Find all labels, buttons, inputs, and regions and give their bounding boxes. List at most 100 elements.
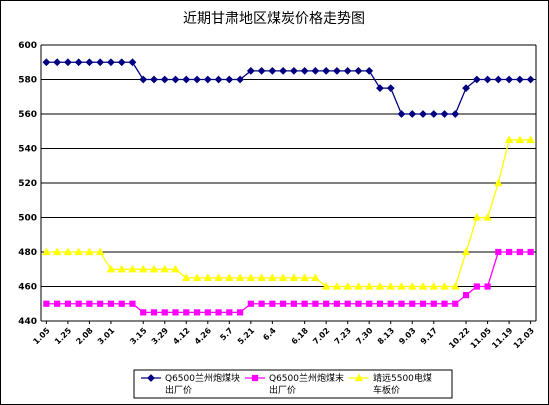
x-tick-label: 5.21	[236, 326, 257, 347]
data-point	[160, 75, 169, 84]
data-point	[117, 58, 126, 67]
legend-marker	[147, 374, 155, 382]
x-tick-label: 1.05	[31, 326, 52, 347]
data-point	[106, 264, 116, 273]
data-point	[419, 300, 427, 307]
data-point	[343, 282, 352, 290]
data-point	[193, 75, 201, 84]
data-point	[95, 247, 105, 256]
data-point	[64, 300, 72, 307]
x-tick-label: 11.05	[469, 326, 494, 351]
y-tick-label: 480	[18, 248, 37, 258]
data-point	[301, 300, 308, 307]
series-line	[46, 61, 531, 115]
data-point	[203, 75, 212, 84]
data-point	[343, 66, 352, 75]
series-1	[42, 58, 535, 118]
data-point	[225, 273, 234, 281]
data-point	[140, 309, 147, 316]
data-point	[398, 300, 405, 307]
y-tick-label: 560	[18, 110, 37, 120]
y-tick-label: 460	[18, 283, 37, 293]
data-point	[289, 273, 299, 281]
data-point	[149, 264, 159, 273]
data-point	[107, 58, 115, 67]
data-point	[226, 309, 233, 316]
data-point	[366, 300, 373, 307]
y-tick-label: 520	[18, 179, 37, 189]
x-tick-label: 1.25	[53, 326, 74, 347]
data-point	[451, 110, 460, 118]
data-point	[429, 110, 438, 118]
data-point	[160, 264, 170, 273]
data-point	[504, 135, 514, 143]
data-point	[96, 58, 105, 67]
data-point	[311, 273, 320, 281]
x-tick-label: 3.15	[128, 326, 149, 347]
data-point	[494, 178, 503, 187]
data-point	[42, 58, 51, 67]
data-point	[182, 273, 191, 281]
data-point	[321, 282, 331, 290]
x-tick-labels: 1.05 1.25 2.08 3.01 3.15 3.29 4.12 4.26 5.7 5.21 6…	[31, 321, 536, 350]
legend-label: Q6500兰州炮煤块	[165, 372, 240, 384]
x-tick-label: 7.30	[354, 326, 375, 347]
data-point	[483, 75, 492, 84]
data-point	[236, 75, 244, 84]
data-point	[452, 300, 459, 307]
data-point	[257, 273, 266, 281]
data-point	[258, 300, 265, 307]
data-point	[332, 282, 342, 290]
data-point	[354, 66, 363, 75]
data-point	[397, 282, 406, 290]
chart-title: 近期甘肃地区煤炭价格走势图	[183, 11, 365, 27]
data-point	[150, 309, 158, 316]
data-point	[526, 135, 535, 143]
data-point	[192, 273, 202, 281]
data-point	[483, 213, 492, 221]
data-point	[354, 282, 363, 290]
data-point	[484, 283, 491, 290]
x-tick-label: 3.29	[150, 326, 171, 347]
data-point	[269, 300, 276, 307]
data-point	[344, 300, 351, 307]
data-point	[246, 66, 255, 75]
data-point	[505, 75, 514, 84]
y-tick-labels: 440 460 480 500 520 540 560 580 600	[18, 41, 37, 327]
data-point	[279, 66, 288, 75]
data-point	[129, 300, 136, 307]
data-point	[236, 309, 244, 316]
x-tick-label: 7.23	[333, 326, 353, 346]
data-point	[461, 247, 471, 256]
data-point	[462, 292, 470, 299]
data-point	[290, 300, 297, 307]
data-point	[203, 273, 213, 281]
data-point	[515, 135, 525, 143]
data-point	[312, 300, 319, 307]
data-point	[182, 75, 191, 84]
data-point	[183, 309, 190, 316]
data-point	[527, 248, 534, 256]
data-point	[408, 110, 417, 118]
x-tick-label: 9.03	[397, 326, 417, 346]
data-point	[235, 273, 245, 281]
legend-marker	[251, 374, 259, 382]
data-point	[407, 282, 417, 290]
data-point	[225, 75, 234, 84]
data-point	[85, 247, 94, 256]
data-point	[516, 248, 523, 256]
axes	[40, 45, 537, 322]
data-point	[85, 58, 94, 67]
series-2	[43, 248, 534, 316]
legend-label: 靖远5500电煤	[373, 372, 432, 384]
data-point	[472, 213, 482, 221]
legend-label: Q6500兰州炮煤末	[269, 372, 344, 384]
data-point	[214, 273, 223, 281]
data-point	[333, 66, 341, 75]
data-point	[364, 282, 374, 290]
data-point	[74, 247, 83, 256]
data-point	[365, 66, 374, 75]
data-point	[161, 309, 168, 316]
data-point	[128, 58, 137, 67]
